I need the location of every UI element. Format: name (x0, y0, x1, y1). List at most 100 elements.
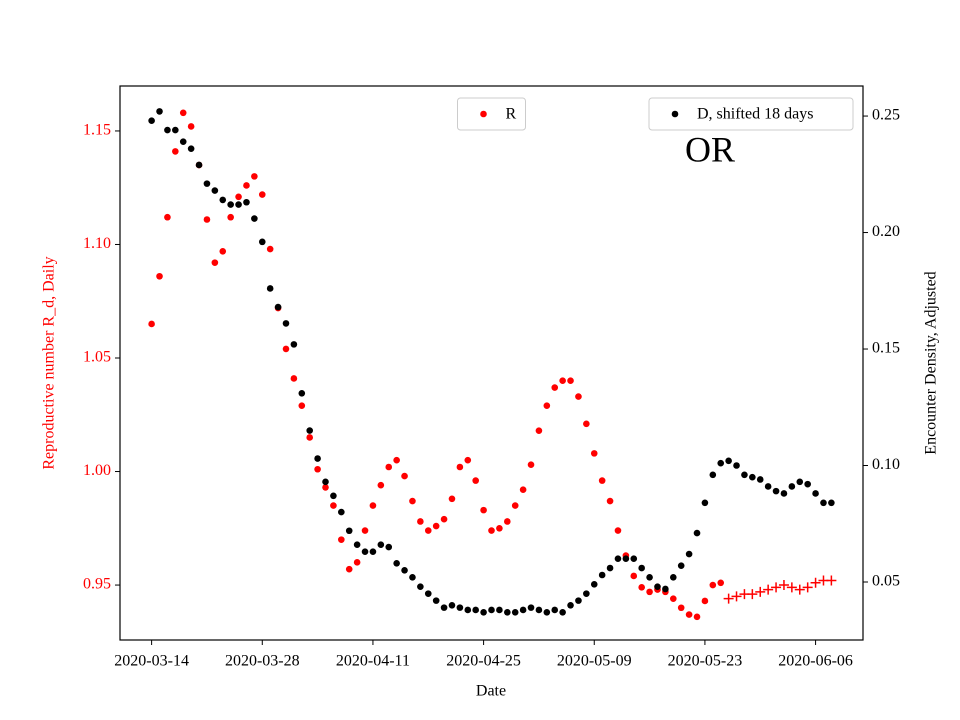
y2-tick-label: 0.25 (872, 107, 900, 124)
point (733, 462, 740, 469)
point (519, 606, 527, 614)
point (511, 608, 519, 616)
point (749, 473, 756, 481)
point (345, 527, 353, 535)
plus-marker (786, 582, 797, 593)
point (654, 583, 661, 590)
point (669, 574, 677, 581)
point (709, 581, 717, 589)
point (504, 518, 511, 525)
point (543, 402, 551, 409)
point (282, 345, 290, 353)
point (148, 320, 155, 328)
x-tick-label: 2020-03-14 (114, 653, 189, 670)
point (630, 555, 638, 562)
point (243, 198, 250, 206)
point (820, 499, 827, 507)
point (330, 502, 337, 509)
point (511, 502, 519, 509)
point (440, 604, 448, 611)
point (804, 480, 811, 488)
plus-marker (731, 591, 742, 602)
point (693, 529, 701, 537)
point (567, 377, 574, 385)
point (725, 457, 732, 465)
annotation: OR (685, 129, 735, 169)
point (559, 608, 566, 616)
point (322, 478, 329, 486)
point (535, 606, 543, 614)
point (385, 463, 393, 471)
point (472, 606, 479, 614)
point (551, 606, 559, 614)
point (266, 285, 274, 292)
point (598, 571, 606, 579)
point (432, 597, 440, 604)
point (377, 481, 385, 489)
point (266, 245, 274, 253)
point (606, 564, 614, 572)
point (179, 138, 187, 145)
point (338, 508, 345, 516)
point (543, 608, 551, 616)
point (424, 590, 432, 597)
point (393, 560, 400, 567)
x-tick-label: 2020-06-06 (778, 653, 853, 670)
point (409, 497, 416, 505)
point (788, 483, 796, 490)
point (472, 477, 479, 484)
point (638, 564, 645, 572)
point (211, 259, 219, 266)
point (227, 201, 234, 208)
point (258, 238, 266, 246)
point (235, 201, 242, 208)
point (772, 487, 780, 495)
plus-marker (802, 582, 813, 593)
point (243, 182, 250, 189)
point (440, 515, 448, 523)
y2-tick-label: 0.10 (872, 456, 900, 473)
y-axis-label: Reproductive number R_d, Daily (41, 256, 58, 469)
y2-axis-label: Encounter Density, Adjusted (923, 271, 940, 454)
point (456, 604, 464, 611)
point (456, 463, 464, 471)
point (409, 574, 416, 581)
plot-frame (119, 85, 864, 641)
point (274, 303, 282, 311)
point (401, 567, 408, 574)
point (519, 486, 527, 493)
point (575, 597, 582, 604)
point (796, 478, 804, 486)
point (172, 148, 179, 155)
plus-marker (794, 584, 805, 595)
point (488, 606, 495, 614)
point (780, 490, 788, 497)
point (195, 161, 203, 169)
plus-marker (771, 582, 782, 593)
x-tick-label: 2020-04-25 (446, 653, 521, 670)
point (464, 606, 472, 614)
point (179, 109, 187, 117)
point (322, 484, 329, 491)
x-tick-label: 2020-05-09 (557, 653, 632, 670)
point (583, 420, 590, 428)
point (717, 579, 725, 587)
point (622, 555, 630, 562)
point (480, 608, 487, 616)
point (187, 145, 195, 152)
point (662, 585, 669, 593)
point (693, 613, 701, 621)
point (685, 550, 693, 558)
x-tick-label: 2020-03-28 (225, 653, 300, 670)
y2-tick-label: 0.05 (872, 573, 900, 590)
point (551, 384, 559, 391)
point (156, 108, 163, 115)
point (330, 492, 337, 500)
point (527, 461, 535, 469)
legend-marker (671, 110, 679, 118)
point (709, 471, 717, 479)
point (496, 524, 503, 532)
point (361, 548, 369, 556)
point (701, 499, 709, 507)
